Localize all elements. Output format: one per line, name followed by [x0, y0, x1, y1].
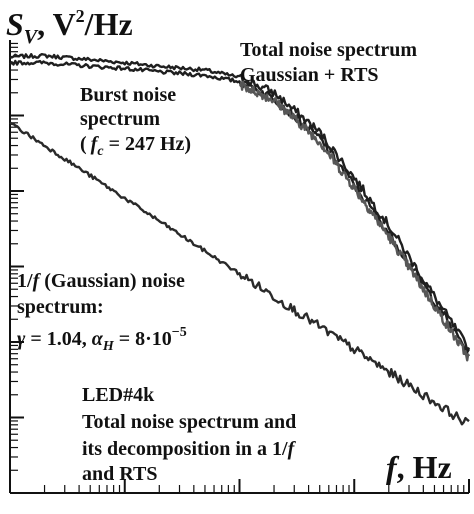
y-axis-sup: 2 — [76, 6, 85, 26]
annotation-gauss-line2: spectrum: — [17, 296, 104, 318]
annotation-led-pre: its decomposition in a 1/ — [82, 438, 288, 460]
annotation-led-line2: Total noise spectrum and — [82, 411, 296, 433]
annotation-burst-line2: spectrum — [80, 108, 160, 130]
annotation-alpha-symbol: α — [92, 328, 104, 350]
y-axis-rest: , V — [37, 6, 76, 42]
y-axis-label: SV, V2/Hz — [6, 6, 133, 48]
annotation-burst-line1: Burst noise — [80, 84, 176, 106]
annotation-led-f: f — [288, 438, 297, 460]
annotation-burst-open: ( — [80, 133, 87, 155]
annotation-gauss-rest: (Gaussian) noise — [39, 270, 185, 292]
annotation-burst-fc-symbol: f — [91, 133, 100, 155]
annotation-led-line3: its decomposition in a 1/f — [82, 438, 297, 460]
y-axis-unit: /Hz — [84, 6, 133, 42]
annotation-total-line2: Gaussian + RTS — [240, 64, 379, 86]
x-axis-symbol: f — [386, 449, 400, 485]
axes — [9, 40, 470, 494]
y-axis-subscript: V — [24, 26, 39, 48]
annotation-gamma-symbol: γ — [17, 328, 26, 350]
y-axis-symbol: S — [6, 6, 24, 42]
annotation-gamma-value: = 1.04, — [25, 328, 91, 350]
annotation-led-line4: and RTS — [82, 463, 157, 485]
annotation-burst-fc-value: = 247 Hz) — [104, 133, 192, 155]
series-line-gaussian-1-f — [9, 121, 470, 426]
series-layer — [9, 53, 471, 426]
annotation-total-line1: Total noise spectrum — [240, 39, 417, 61]
annotation-gauss-f: f — [33, 270, 42, 292]
annotation-alpha-value: = 8·10 — [114, 328, 172, 350]
annotation-led-line1: LED#4k — [82, 384, 155, 406]
annotation-alpha-exp: −5 — [172, 325, 187, 340]
x-axis-label: f, Hz — [386, 449, 452, 485]
series-line-burst-rts — [238, 80, 471, 362]
x-axis-rest: , Hz — [397, 449, 452, 485]
annotation-burst-fc-sub: c — [97, 144, 104, 159]
annotation-gauss-pre: 1/ — [17, 270, 33, 292]
annotation-gauss-params: γ = 1.04, αH = 8·10−5 — [17, 325, 187, 354]
annotation-gauss-line1: 1/f (Gaussian) noise — [17, 270, 185, 292]
annotation-alpha-sub: H — [102, 339, 115, 354]
annotation-burst-line3: (fc = 247 Hz) — [80, 133, 191, 159]
